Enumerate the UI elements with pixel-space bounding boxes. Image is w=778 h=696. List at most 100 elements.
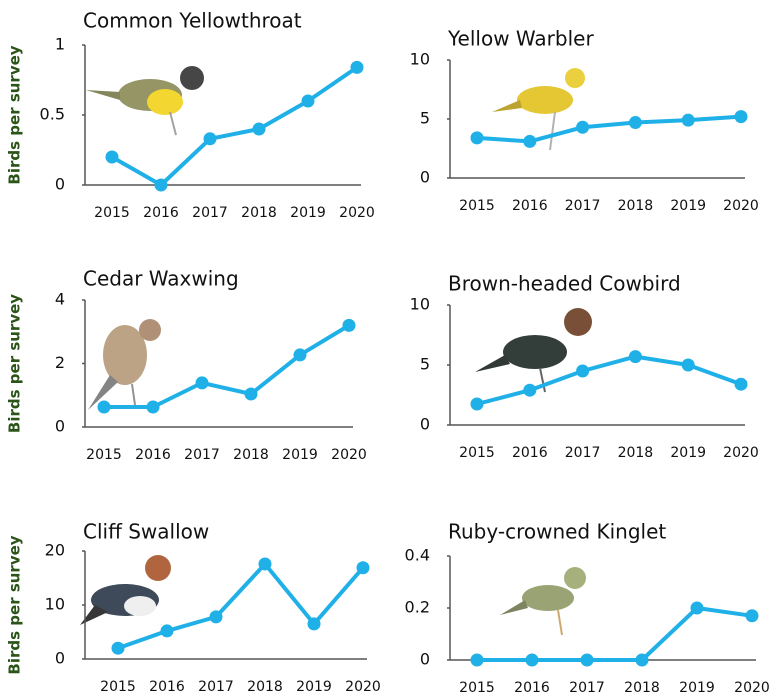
y-axis-label: Birds per survey (6, 535, 24, 674)
x-tick-label: 2018 (241, 205, 277, 221)
data-point (470, 131, 484, 145)
y-tick-label: 0 (420, 168, 430, 187)
x-tick-label: 2017 (565, 198, 601, 214)
y-tick-label: 2 (55, 353, 65, 372)
data-point (342, 318, 356, 332)
x-tick-label: 2018 (618, 445, 654, 461)
data-point (350, 60, 364, 74)
y-tick-label: 1 (55, 35, 65, 54)
x-tick-label: 2018 (247, 679, 283, 695)
x-tick-label: 2017 (192, 205, 228, 221)
x-tick-label: 2020 (345, 679, 381, 695)
data-point (745, 609, 759, 623)
data-point (470, 397, 484, 411)
x-tick-label: 2020 (331, 447, 367, 463)
x-tick-label: 2016 (149, 679, 185, 695)
data-point (195, 376, 209, 390)
x-tick-label: 2016 (514, 680, 550, 696)
data-point (301, 94, 315, 108)
y-axis-label: Birds per survey (6, 45, 24, 184)
bird-illustration (475, 308, 592, 393)
data-point (97, 400, 111, 414)
y-axis-label: Birds per survey (6, 294, 24, 433)
data-point (244, 387, 258, 401)
data-point (690, 601, 704, 615)
data-point (576, 364, 590, 378)
data-point (307, 617, 321, 631)
x-tick-label: 2020 (734, 680, 770, 696)
x-tick-label: 2019 (670, 198, 706, 214)
data-point (203, 132, 217, 146)
panel-title: Common Yellowthroat (83, 9, 302, 33)
data-point (628, 116, 642, 130)
panel-title: Brown-headed Cowbird (448, 272, 681, 296)
bird-illustration (80, 555, 171, 625)
x-tick-label: 2017 (569, 680, 605, 696)
data-line (476, 114, 742, 144)
x-tick-label: 2020 (723, 198, 759, 214)
data-point (635, 653, 649, 667)
x-tick-label: 2020 (339, 205, 375, 221)
x-tick-label: 2016 (512, 198, 548, 214)
x-tick-label: 2019 (282, 447, 318, 463)
data-point (111, 641, 125, 655)
y-tick-label: 20 (45, 541, 65, 560)
data-point (356, 561, 370, 575)
panel-title: Yellow Warbler (447, 27, 594, 51)
data-line (117, 561, 365, 651)
panel-title: Cliff Swallow (83, 520, 209, 544)
data-point (105, 150, 119, 164)
data-point (523, 383, 537, 397)
x-tick-label: 2019 (679, 680, 715, 696)
y-tick-label: 0 (420, 415, 430, 434)
y-tick-label: 0.4 (405, 546, 430, 565)
data-line (104, 323, 351, 409)
data-point (293, 348, 307, 362)
y-tick-label: 0.2 (405, 598, 430, 617)
x-tick-label: 2015 (459, 198, 495, 214)
y-tick-label: 5 (420, 355, 430, 374)
data-point (154, 178, 168, 192)
x-tick-label: 2018 (624, 680, 660, 696)
y-tick-label: 5 (420, 109, 430, 128)
x-tick-label: 2019 (296, 679, 332, 695)
x-tick-label: 2016 (512, 445, 548, 461)
x-tick-label: 2019 (670, 445, 706, 461)
data-line (111, 65, 359, 187)
y-tick-label: 0 (55, 175, 65, 194)
data-point (580, 653, 594, 667)
bird-illustration (500, 567, 586, 636)
data-point (576, 120, 590, 134)
data-point (525, 653, 539, 667)
data-point (734, 377, 748, 391)
x-tick-label: 2015 (459, 680, 495, 696)
x-tick-label: 2019 (290, 205, 326, 221)
x-tick-label: 2015 (86, 447, 122, 463)
data-point (252, 122, 266, 136)
y-tick-label: 0 (420, 650, 430, 669)
x-tick-label: 2016 (135, 447, 171, 463)
y-tick-label: 0 (55, 649, 65, 668)
y-tick-label: 4 (55, 290, 65, 309)
panel-title: Cedar Waxwing (83, 267, 239, 291)
bird-illustration (86, 66, 204, 136)
data-line (476, 354, 742, 406)
bird-illustration (88, 319, 161, 410)
data-line (477, 606, 753, 662)
x-tick-label: 2017 (198, 679, 234, 695)
y-tick-label: 0.5 (40, 105, 65, 124)
y-tick-label: 10 (410, 295, 430, 314)
x-tick-label: 2018 (233, 447, 269, 463)
data-point (209, 610, 223, 624)
y-tick-label: 10 (45, 595, 65, 614)
x-tick-label: 2020 (723, 445, 759, 461)
data-point (523, 134, 537, 148)
x-tick-label: 2015 (100, 679, 136, 695)
x-tick-label: 2015 (94, 205, 130, 221)
data-point (681, 358, 695, 372)
x-tick-label: 2015 (459, 445, 495, 461)
data-point (628, 350, 642, 364)
x-tick-label: 2017 (184, 447, 220, 463)
x-tick-label: 2016 (143, 205, 179, 221)
